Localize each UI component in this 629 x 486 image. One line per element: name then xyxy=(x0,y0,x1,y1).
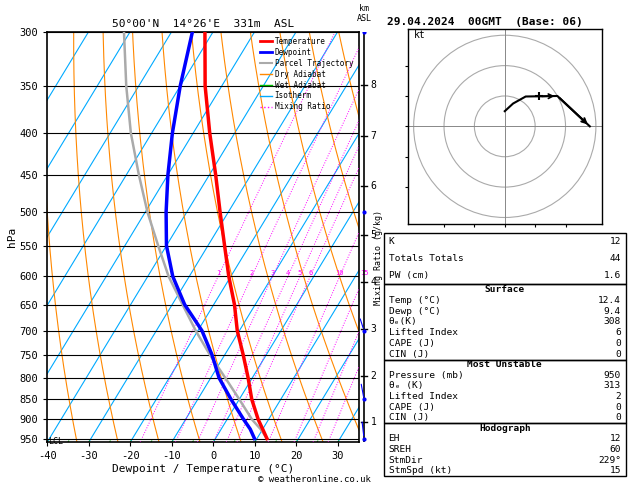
Text: 8: 8 xyxy=(370,80,377,90)
Text: Totals Totals: Totals Totals xyxy=(389,254,464,263)
Text: 4: 4 xyxy=(286,270,290,277)
Text: EH: EH xyxy=(389,434,400,443)
Text: 12: 12 xyxy=(610,237,621,246)
Bar xyxy=(384,284,626,360)
Text: kt: kt xyxy=(414,30,425,40)
Y-axis label: hPa: hPa xyxy=(7,227,16,247)
Legend: Temperature, Dewpoint, Parcel Trajectory, Dry Adiabat, Wet Adiabat, Isotherm, Mi: Temperature, Dewpoint, Parcel Trajectory… xyxy=(259,35,355,113)
Text: CIN (J): CIN (J) xyxy=(389,413,429,422)
Text: 308: 308 xyxy=(604,317,621,327)
Text: 3: 3 xyxy=(270,270,275,277)
Text: 12.4: 12.4 xyxy=(598,296,621,305)
Text: StmSpd (kt): StmSpd (kt) xyxy=(389,467,452,475)
Text: θₑ (K): θₑ (K) xyxy=(389,382,423,390)
Text: 1: 1 xyxy=(370,417,377,427)
Text: Lifted Index: Lifted Index xyxy=(389,328,457,337)
Text: 0: 0 xyxy=(615,413,621,422)
Bar xyxy=(384,360,626,423)
Text: 6: 6 xyxy=(308,270,313,277)
Text: 60: 60 xyxy=(610,445,621,454)
Text: 1.6: 1.6 xyxy=(604,271,621,280)
X-axis label: Dewpoint / Temperature (°C): Dewpoint / Temperature (°C) xyxy=(112,464,294,474)
Text: 44: 44 xyxy=(610,254,621,263)
Text: 5: 5 xyxy=(370,229,377,240)
Text: © weatheronline.co.uk: © weatheronline.co.uk xyxy=(258,474,371,484)
Text: Pressure (mb): Pressure (mb) xyxy=(389,371,464,380)
Text: 15: 15 xyxy=(610,467,621,475)
Text: Hodograph: Hodograph xyxy=(479,424,531,433)
Text: θₑ(K): θₑ(K) xyxy=(389,317,417,327)
Text: km
ASL: km ASL xyxy=(357,4,372,23)
Text: CIN (J): CIN (J) xyxy=(389,350,429,359)
Text: 3: 3 xyxy=(370,324,377,334)
Text: 2: 2 xyxy=(615,392,621,401)
Text: Mixing Ratio (g/kg): Mixing Ratio (g/kg) xyxy=(374,210,383,305)
Text: 950: 950 xyxy=(604,371,621,380)
Text: Most Unstable: Most Unstable xyxy=(467,361,542,369)
Text: SREH: SREH xyxy=(389,445,411,454)
Text: 0: 0 xyxy=(615,339,621,348)
Text: 15: 15 xyxy=(360,270,369,277)
Text: 2: 2 xyxy=(250,270,254,277)
Text: LCL: LCL xyxy=(48,437,63,446)
Text: Dewp (°C): Dewp (°C) xyxy=(389,307,440,316)
Text: 0: 0 xyxy=(615,350,621,359)
Text: 229°: 229° xyxy=(598,456,621,465)
Text: 12: 12 xyxy=(610,434,621,443)
Title: 50°00'N  14°26'E  331m  ASL: 50°00'N 14°26'E 331m ASL xyxy=(112,19,294,30)
Text: 29.04.2024  00GMT  (Base: 06): 29.04.2024 00GMT (Base: 06) xyxy=(387,17,582,27)
Text: 2: 2 xyxy=(370,371,377,381)
Text: 6: 6 xyxy=(615,328,621,337)
Text: 5: 5 xyxy=(298,270,302,277)
Text: 1: 1 xyxy=(216,270,220,277)
Text: Temp (°C): Temp (°C) xyxy=(389,296,440,305)
Text: Lifted Index: Lifted Index xyxy=(389,392,457,401)
Text: Surface: Surface xyxy=(485,285,525,294)
Text: 0: 0 xyxy=(615,402,621,412)
Text: 7: 7 xyxy=(370,131,377,141)
Text: PW (cm): PW (cm) xyxy=(389,271,429,280)
Text: 313: 313 xyxy=(604,382,621,390)
Text: 6: 6 xyxy=(370,181,377,191)
Text: CAPE (J): CAPE (J) xyxy=(389,339,435,348)
Text: K: K xyxy=(389,237,394,246)
Bar xyxy=(384,423,626,476)
Bar xyxy=(384,233,626,284)
Text: 4: 4 xyxy=(370,277,377,287)
Text: CAPE (J): CAPE (J) xyxy=(389,402,435,412)
Text: StmDir: StmDir xyxy=(389,456,423,465)
Text: 9.4: 9.4 xyxy=(604,307,621,316)
Text: 10: 10 xyxy=(335,270,344,277)
